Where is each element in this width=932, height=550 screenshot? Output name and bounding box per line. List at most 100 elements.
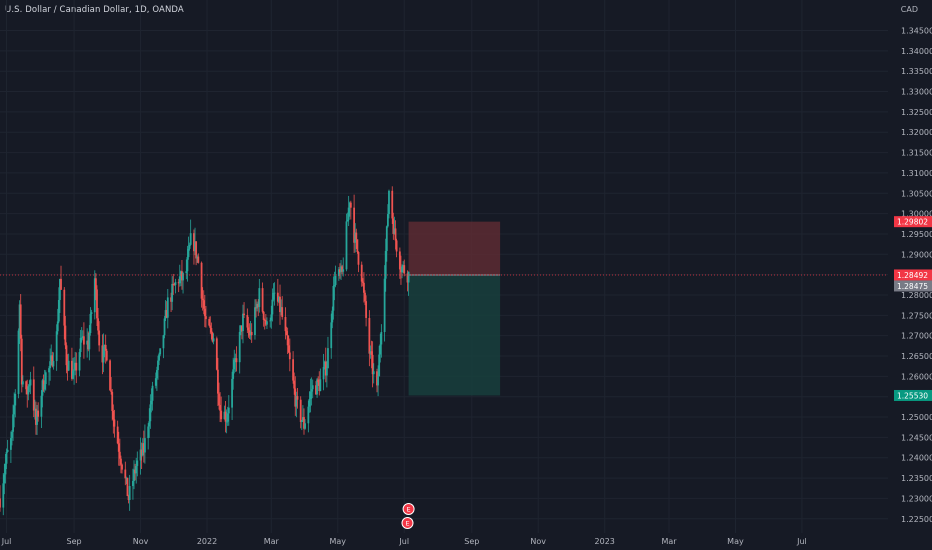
candle-body xyxy=(407,271,410,283)
candle-body xyxy=(65,345,68,366)
candle-body xyxy=(35,408,37,425)
candle-body xyxy=(117,443,120,452)
candle-body xyxy=(50,355,53,362)
candle-body xyxy=(28,385,31,387)
candle-body xyxy=(271,299,274,315)
candle-body xyxy=(383,278,386,332)
candle-body xyxy=(403,265,406,274)
entry-price-badge-text: 1.28492 xyxy=(897,271,928,280)
candle-body xyxy=(369,351,372,354)
stop-price-badge-text: 1.29802 xyxy=(897,218,928,227)
candle-body xyxy=(103,344,106,347)
take-profit-zone xyxy=(408,274,501,396)
y-tick-label: 1.29500 xyxy=(901,230,932,239)
candle-body xyxy=(220,410,223,420)
candle-body xyxy=(94,278,97,290)
candle-body xyxy=(203,308,206,317)
candle-body xyxy=(57,300,60,322)
candle-body xyxy=(327,348,329,369)
candle-body xyxy=(317,379,320,383)
candle-body xyxy=(279,296,281,313)
candle-body xyxy=(67,360,70,371)
candle-body xyxy=(322,366,325,380)
candle-body xyxy=(402,265,405,267)
candle-body xyxy=(96,289,98,319)
candle-body xyxy=(231,378,233,408)
candle-body xyxy=(71,360,73,379)
candle-body xyxy=(20,338,23,385)
candle-body xyxy=(363,282,365,293)
candle-body xyxy=(255,307,257,309)
candle-body xyxy=(134,469,137,474)
candle-body xyxy=(120,458,122,465)
candle-body xyxy=(109,360,111,391)
candle-body xyxy=(40,395,43,417)
candle-body xyxy=(60,278,62,290)
candle-body xyxy=(89,313,92,334)
candle-body xyxy=(315,385,317,395)
candle-body xyxy=(41,380,44,396)
y-tick-label: 1.24500 xyxy=(901,433,932,442)
candle-body xyxy=(170,297,172,302)
candle-body xyxy=(32,379,35,411)
candle-body xyxy=(197,256,200,263)
candle-body xyxy=(272,292,275,300)
candle-body xyxy=(165,310,168,318)
candle-body xyxy=(208,319,211,326)
candle-body xyxy=(233,359,236,370)
candle-body xyxy=(391,190,394,219)
candle-body xyxy=(149,404,152,422)
candle-body xyxy=(262,311,265,320)
earnings-marker-label: E xyxy=(407,506,411,514)
candle-body xyxy=(51,355,54,367)
candle-body xyxy=(300,420,303,422)
candle-body xyxy=(18,304,21,331)
candle-body xyxy=(21,381,24,385)
candle-body xyxy=(93,278,96,313)
candle-body xyxy=(303,417,305,429)
candle-body xyxy=(246,315,249,328)
chart-title: U.S. Dollar / Canadian Dollar, 1D, OANDA xyxy=(5,5,184,15)
candle-body xyxy=(135,465,138,474)
candle-body xyxy=(9,438,12,450)
candle-body xyxy=(3,474,6,484)
candle-body xyxy=(166,297,169,318)
y-tick-label: 1.29000 xyxy=(901,250,932,259)
candle-body xyxy=(218,393,220,406)
candle-body xyxy=(280,307,283,313)
candle-body xyxy=(380,331,383,345)
candle-body xyxy=(316,379,318,395)
candle-body xyxy=(200,262,203,299)
candle-body xyxy=(357,252,360,265)
candle-body xyxy=(310,389,313,392)
candle-body xyxy=(385,226,388,251)
candle-body xyxy=(349,202,352,208)
candle-body xyxy=(133,469,135,481)
candle-body xyxy=(126,477,129,497)
candle-body xyxy=(147,426,150,439)
candle-body xyxy=(101,345,104,363)
x-tick-label: Mar xyxy=(661,537,677,546)
candle-body xyxy=(148,421,151,427)
candle-body xyxy=(217,369,219,394)
candle-body xyxy=(136,460,139,466)
y-tick-label: 1.30500 xyxy=(901,189,932,198)
candle-body xyxy=(111,391,114,411)
candle-body xyxy=(240,325,243,332)
candle-body xyxy=(243,313,245,316)
candle-body xyxy=(164,310,167,319)
candle-body xyxy=(173,284,176,286)
y-tick-label: 1.33000 xyxy=(901,88,932,97)
candle-body xyxy=(392,218,395,234)
candle-body xyxy=(276,292,279,302)
candle-body xyxy=(36,410,38,425)
candle-body xyxy=(347,207,350,220)
candle-body xyxy=(293,380,296,389)
earnings-marker-label: E xyxy=(405,520,409,528)
candle-body xyxy=(178,276,181,284)
x-tick-label: Nov xyxy=(133,537,149,546)
candle-body xyxy=(226,413,229,422)
candle-body xyxy=(196,256,199,259)
